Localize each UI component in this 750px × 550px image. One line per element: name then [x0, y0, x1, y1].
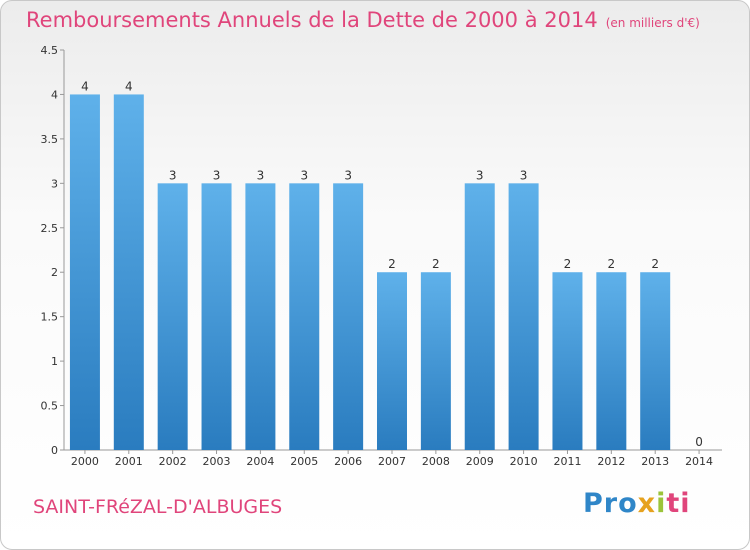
title-unit: (en milliers d'€) [605, 16, 700, 30]
x-tick-label: 2009 [466, 455, 494, 468]
bar [464, 183, 495, 451]
data-label: 2 [388, 257, 396, 271]
data-label: 0 [695, 435, 703, 449]
x-tick-label: 2002 [159, 455, 187, 468]
y-tick-label: 4.5 [41, 44, 59, 57]
town-name: SAINT-FRéZAL-D'ALBUGES [33, 496, 283, 518]
logo-part: x [637, 488, 657, 519]
y-tick-label: 0 [51, 444, 58, 457]
x-tick-label: 2005 [290, 455, 318, 468]
data-label: 3 [213, 168, 221, 182]
data-label: 4 [125, 79, 133, 93]
x-tick-label: 2013 [641, 455, 669, 468]
bar [640, 272, 671, 450]
x-tick-label: 2010 [510, 455, 538, 468]
bar [333, 183, 364, 451]
data-label: 3 [257, 168, 265, 182]
x-tick-label: 2007 [378, 455, 406, 468]
y-tick-label: 1.5 [41, 311, 59, 324]
data-label: 3 [344, 168, 352, 182]
y-tick-label: 2 [51, 266, 58, 279]
x-tick-label: 2003 [203, 455, 231, 468]
bar [420, 272, 451, 450]
data-label: 3 [169, 168, 177, 182]
x-tick-label: 2001 [115, 455, 143, 468]
bar [508, 183, 539, 451]
y-tick-label: 4 [51, 88, 58, 101]
bar [289, 183, 320, 451]
data-label: 4 [81, 79, 89, 93]
data-label: 3 [476, 168, 484, 182]
logo-part: i [656, 488, 667, 519]
bar [157, 183, 188, 451]
x-tick-label: 2000 [71, 455, 99, 468]
bar [245, 183, 276, 451]
y-tick-label: 3.5 [41, 133, 59, 146]
data-label: 2 [432, 257, 440, 271]
y-tick-label: 0.5 [41, 400, 59, 413]
bar [113, 94, 144, 450]
proxiti-logo: Proxiti [583, 488, 691, 519]
x-tick-label: 2011 [553, 455, 581, 468]
data-label: 3 [520, 168, 528, 182]
bar [69, 94, 100, 450]
logo-part: Pro [583, 488, 638, 519]
y-tick-label: 3 [51, 177, 58, 190]
data-label: 3 [300, 168, 308, 182]
y-tick-label: 1 [51, 355, 58, 368]
chart-title: Remboursements Annuels de la Dette de 20… [26, 8, 700, 32]
x-tick-label: 2008 [422, 455, 450, 468]
logo-part: ti [666, 488, 691, 519]
bar [201, 183, 232, 451]
data-label: 2 [608, 257, 616, 271]
data-label: 2 [564, 257, 572, 271]
data-label: 2 [651, 257, 659, 271]
y-tick-label: 2.5 [41, 222, 59, 235]
bar [552, 272, 583, 450]
bar [596, 272, 627, 450]
title-text: Remboursements Annuels de la Dette de 20… [26, 8, 598, 32]
x-tick-label: 2006 [334, 455, 362, 468]
x-tick-label: 2012 [597, 455, 625, 468]
x-tick-label: 2014 [685, 455, 713, 468]
bar [377, 272, 407, 450]
x-tick-label: 2004 [246, 455, 274, 468]
